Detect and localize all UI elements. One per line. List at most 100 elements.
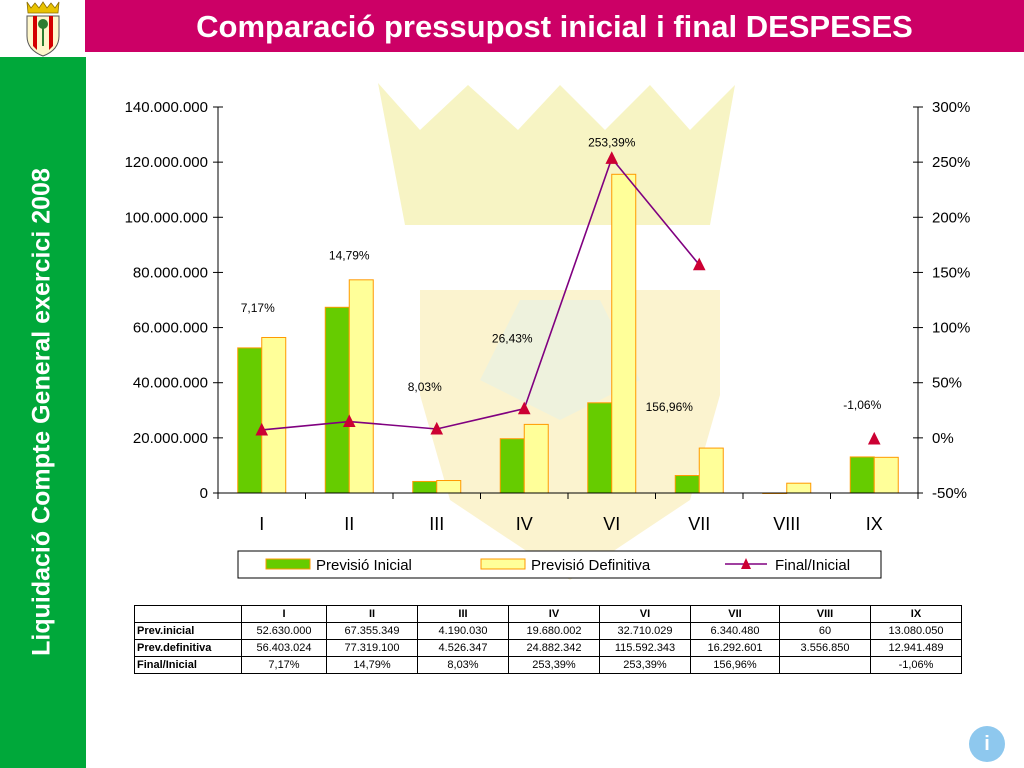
table-cell xyxy=(779,656,871,674)
header-bar xyxy=(85,0,1024,52)
bar-prev-inicial-vi xyxy=(587,402,613,494)
data-label-final-inicial-ix: -1,06% xyxy=(843,398,881,412)
x-tick-label-vi: VI xyxy=(603,514,620,534)
table-header-row: I II III IV VI VII VIII IX xyxy=(134,605,962,623)
legend xyxy=(237,550,882,579)
table-cell: 77.319.100 xyxy=(326,639,418,657)
y-right-tick-label: 200% xyxy=(932,209,970,226)
data-label-final-inicial-iv: 26,43% xyxy=(492,332,533,346)
table-cell: 115.592.343 xyxy=(599,639,691,657)
y-left-tick-label: 40.000.000 xyxy=(133,375,208,392)
table-cell: 32.710.029 xyxy=(599,622,691,640)
table-row: Prev.inicial 52.630.000 67.355.349 4.190.03… xyxy=(134,622,962,640)
x-tick-label-i: I xyxy=(259,514,264,534)
x-tick-label-vii: VII xyxy=(688,514,710,534)
table-cell: 12.941.489 xyxy=(870,639,962,657)
data-label-final-inicial-vi: 253,39% xyxy=(588,135,636,149)
legend-label-2: Previsió Definitiva xyxy=(531,557,651,574)
bar-prev-inicial-ii xyxy=(324,306,350,494)
bar-prev-definitiva-vii xyxy=(698,447,724,494)
legend-label-3: Final/Inicial xyxy=(775,557,850,574)
table-row-label: Prev.definitiva xyxy=(134,639,242,657)
table-cell: 8,03% xyxy=(417,656,509,674)
x-tick-label-iii: III xyxy=(429,514,444,534)
bar-prev-definitiva-ix xyxy=(873,456,899,494)
table-header-cell: VIII xyxy=(779,605,871,623)
table-cell: 24.882.342 xyxy=(508,639,600,657)
line-final-inicial xyxy=(261,156,700,431)
bar-prev-definitiva-viii xyxy=(786,482,812,494)
y-right-tick-label: 0% xyxy=(932,430,954,447)
y-left-tick-label: 60.000.000 xyxy=(133,320,208,337)
y-left-tick-label: 140.000.000 xyxy=(125,99,208,116)
bar-prev-definitiva-ii xyxy=(348,279,374,494)
info-button[interactable]: i xyxy=(969,726,1005,762)
table-cell: 4.526.347 xyxy=(417,639,509,657)
marker-final-inicial-ix xyxy=(867,431,881,445)
y-right-tick-label: 300% xyxy=(932,99,970,116)
x-tick-label-ix: IX xyxy=(866,514,883,534)
data-table: I II III IV VI VII VIII IX Prev.inicial 52.630.0… xyxy=(134,605,962,674)
table-row-label: Prev.inicial xyxy=(134,622,242,640)
table-cell: 3.556.850 xyxy=(779,639,871,657)
marker-final-inicial-vii xyxy=(692,257,706,271)
table-cell: -1,06% xyxy=(870,656,962,674)
info-icon: i xyxy=(984,733,990,755)
table-row-label: Final/Inicial xyxy=(134,656,242,674)
table-cell: 52.630.000 xyxy=(241,622,327,640)
x-tick-label-ii: II xyxy=(344,514,354,534)
table-cell: 253,39% xyxy=(508,656,600,674)
table-header-cell: IV xyxy=(508,605,600,623)
y-right-tick-label: 50% xyxy=(932,375,962,392)
x-tick-label-iv: IV xyxy=(516,514,533,534)
legend-swatch-prev-definitiva xyxy=(480,558,526,570)
bar-prev-inicial-i xyxy=(237,347,263,494)
table-cell: 253,39% xyxy=(599,656,691,674)
y-left-tick-label: 120.000.000 xyxy=(125,154,208,171)
table-cell: 14,79% xyxy=(326,656,418,674)
legend-swatch-prev-inicial xyxy=(265,558,311,570)
y-left-tick-label: 20.000.000 xyxy=(133,430,208,447)
marker-final-inicial-iii xyxy=(430,421,444,435)
table-cell: 6.340.480 xyxy=(690,622,780,640)
table-header-cell: I xyxy=(241,605,327,623)
table-cell: 60 xyxy=(779,622,871,640)
coat-of-arms-logo xyxy=(26,1,60,57)
y-right-tick-label: 150% xyxy=(932,264,970,281)
y-left-tick-label: 100.000.000 xyxy=(125,209,208,226)
table-header-cell: III xyxy=(417,605,509,623)
watermark-crest xyxy=(378,83,735,580)
table-header-cell: VII xyxy=(690,605,780,623)
table-header-cell: VI xyxy=(599,605,691,623)
bar-prev-inicial-iv xyxy=(499,438,525,494)
legend-label-1: Previsió Inicial xyxy=(316,557,412,574)
y-left-tick-label: 0 xyxy=(200,485,208,502)
table-row: Prev.definitiva 56.403.024 77.319.100 4.526… xyxy=(134,639,962,657)
y-left-tick-label: 80.000.000 xyxy=(133,264,208,281)
legend-swatch-marker xyxy=(741,558,751,569)
table-cell: 4.190.030 xyxy=(417,622,509,640)
bar-prev-definitiva-vi xyxy=(611,173,637,494)
bar-prev-inicial-iii xyxy=(412,480,438,494)
bar-prev-definitiva-i xyxy=(261,336,287,494)
bar-prev-definitiva-iv xyxy=(523,423,549,494)
y-right-tick-label: 250% xyxy=(932,154,970,171)
marker-final-inicial-i xyxy=(255,422,269,436)
bar-prev-definitiva-iii xyxy=(436,480,462,494)
data-label-final-inicial-iii: 8,03% xyxy=(408,380,442,394)
data-label-final-inicial-vii: 156,96% xyxy=(646,400,694,414)
table-cell: 19.680.002 xyxy=(508,622,600,640)
bar-prev-inicial-ix xyxy=(849,456,875,494)
table-header-cell: IX xyxy=(870,605,962,623)
data-label-final-inicial-ii: 14,79% xyxy=(329,249,370,263)
table-header-cell xyxy=(134,605,242,623)
marker-final-inicial-ii xyxy=(342,414,356,428)
y-right-tick-label: 100% xyxy=(932,320,970,337)
table-cell: 13.080.050 xyxy=(870,622,962,640)
sidebar xyxy=(0,57,86,768)
y-right-tick-label: -50% xyxy=(932,485,967,502)
marker-final-inicial-vi xyxy=(605,151,619,164)
x-tick-label-viii: VIII xyxy=(773,514,800,534)
table-row: Final/Inicial 7,17% 14,79% 8,03% 253,39% 253,… xyxy=(134,656,962,674)
